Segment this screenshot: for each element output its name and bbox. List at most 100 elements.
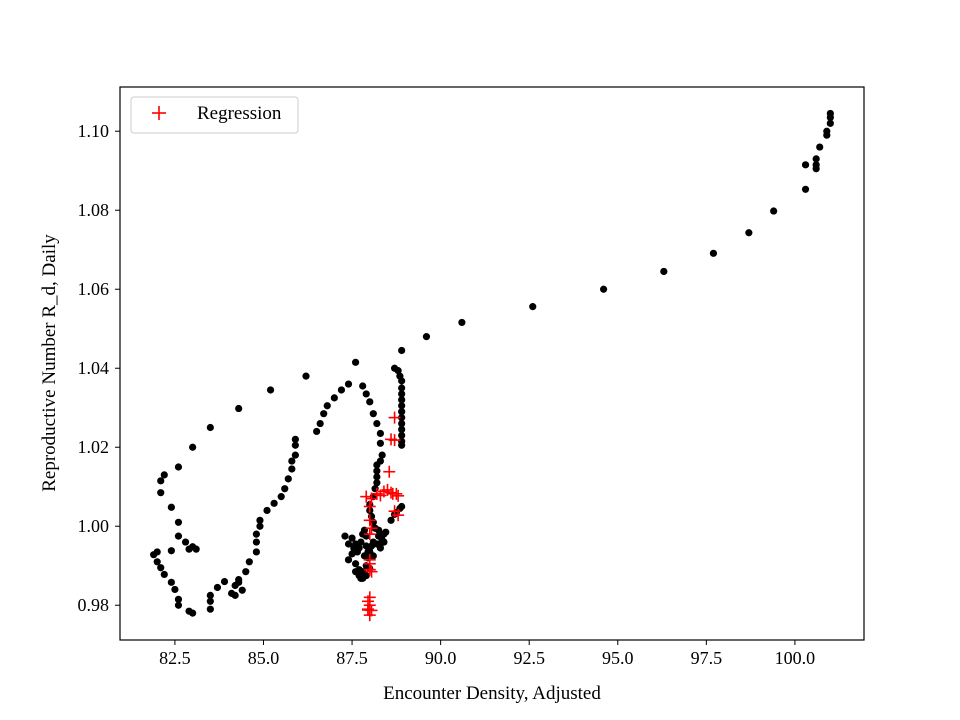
data-point bbox=[313, 427, 321, 436]
data-point bbox=[826, 119, 834, 127]
data-point bbox=[220, 577, 229, 586]
data-points bbox=[150, 109, 834, 622]
data-point bbox=[709, 249, 718, 257]
data-point bbox=[185, 607, 193, 615]
data-point bbox=[823, 131, 831, 139]
data-point bbox=[398, 414, 406, 422]
regression-point bbox=[363, 609, 376, 622]
data-point bbox=[376, 544, 384, 552]
legend-box bbox=[130, 96, 299, 134]
data-point bbox=[812, 165, 820, 173]
x-axis-title: Encounter Density, Adjusted bbox=[383, 683, 601, 704]
regression-point bbox=[360, 490, 373, 503]
data-point bbox=[174, 595, 183, 603]
data-point bbox=[745, 229, 753, 237]
regression-point bbox=[383, 465, 396, 478]
data-point bbox=[660, 267, 668, 276]
data-point bbox=[213, 583, 222, 592]
legend-marker-regression bbox=[152, 106, 166, 120]
data-point bbox=[245, 558, 253, 566]
data-point bbox=[153, 558, 161, 566]
data-point bbox=[382, 528, 390, 536]
data-point bbox=[367, 542, 376, 550]
data-point bbox=[206, 605, 214, 613]
x-tick-label: 100.0 bbox=[775, 648, 816, 668]
data-point bbox=[206, 591, 214, 599]
x-tick-label: 95.0 bbox=[602, 648, 634, 668]
data-point bbox=[167, 547, 175, 555]
series-regression bbox=[360, 411, 405, 622]
data-point bbox=[801, 185, 810, 193]
data-point bbox=[380, 538, 388, 546]
data-point bbox=[376, 439, 384, 447]
x-tick-label: 90.0 bbox=[425, 648, 457, 668]
regression-point bbox=[363, 514, 376, 527]
data-point bbox=[529, 303, 537, 311]
data-point bbox=[266, 386, 275, 394]
data-point bbox=[256, 522, 264, 530]
data-point bbox=[366, 398, 374, 406]
data-point bbox=[398, 377, 406, 385]
data-point bbox=[353, 548, 361, 556]
regression-point bbox=[388, 411, 401, 424]
data-point bbox=[398, 396, 406, 404]
data-point bbox=[376, 429, 384, 438]
data-point bbox=[352, 358, 360, 366]
y-tick-label: 1.04 bbox=[78, 358, 110, 378]
data-point bbox=[263, 506, 271, 515]
data-point bbox=[373, 419, 381, 428]
regression-point bbox=[363, 563, 376, 576]
data-point bbox=[206, 597, 214, 605]
regression-point bbox=[363, 528, 376, 541]
legend-label-regression: Regression bbox=[197, 103, 282, 124]
regression-point bbox=[365, 492, 378, 505]
data-point bbox=[398, 441, 406, 449]
data-point bbox=[167, 578, 175, 586]
data-point bbox=[352, 560, 360, 568]
data-point bbox=[288, 457, 296, 465]
data-point bbox=[206, 423, 214, 432]
data-point bbox=[277, 493, 285, 501]
data-point bbox=[398, 419, 406, 428]
data-point bbox=[288, 465, 296, 473]
data-point bbox=[181, 538, 190, 546]
data-point bbox=[174, 518, 183, 526]
data-point bbox=[242, 568, 250, 576]
data-point bbox=[157, 489, 165, 497]
data-point bbox=[359, 382, 367, 390]
data-point bbox=[238, 586, 246, 594]
data-point bbox=[398, 502, 406, 511]
regression-point bbox=[388, 505, 401, 518]
data-point bbox=[600, 285, 608, 293]
data-point bbox=[174, 463, 183, 471]
data-point bbox=[801, 161, 810, 169]
data-point bbox=[341, 532, 349, 540]
data-point bbox=[357, 538, 365, 546]
data-point bbox=[153, 548, 161, 556]
y-tick-label: 1.08 bbox=[78, 200, 110, 220]
data-point bbox=[398, 390, 406, 398]
data-point bbox=[458, 318, 466, 327]
data-point bbox=[323, 402, 331, 410]
legend: Regression bbox=[130, 96, 299, 134]
data-point bbox=[284, 475, 292, 483]
data-point bbox=[320, 410, 328, 418]
data-point bbox=[816, 143, 824, 151]
data-point bbox=[160, 570, 168, 579]
data-point bbox=[348, 534, 356, 542]
regression-point bbox=[385, 486, 398, 499]
data-point bbox=[812, 155, 820, 163]
data-point bbox=[373, 467, 381, 475]
data-point bbox=[189, 443, 197, 451]
data-point bbox=[337, 386, 346, 394]
data-point bbox=[387, 516, 395, 524]
data-point bbox=[362, 572, 370, 580]
data-point bbox=[344, 540, 353, 548]
data-point bbox=[770, 207, 778, 215]
x-tick-label: 85.0 bbox=[248, 648, 280, 668]
regression-point bbox=[363, 500, 376, 513]
data-point bbox=[398, 408, 406, 416]
data-point bbox=[369, 552, 377, 560]
data-point bbox=[185, 545, 193, 553]
data-point bbox=[171, 585, 179, 594]
